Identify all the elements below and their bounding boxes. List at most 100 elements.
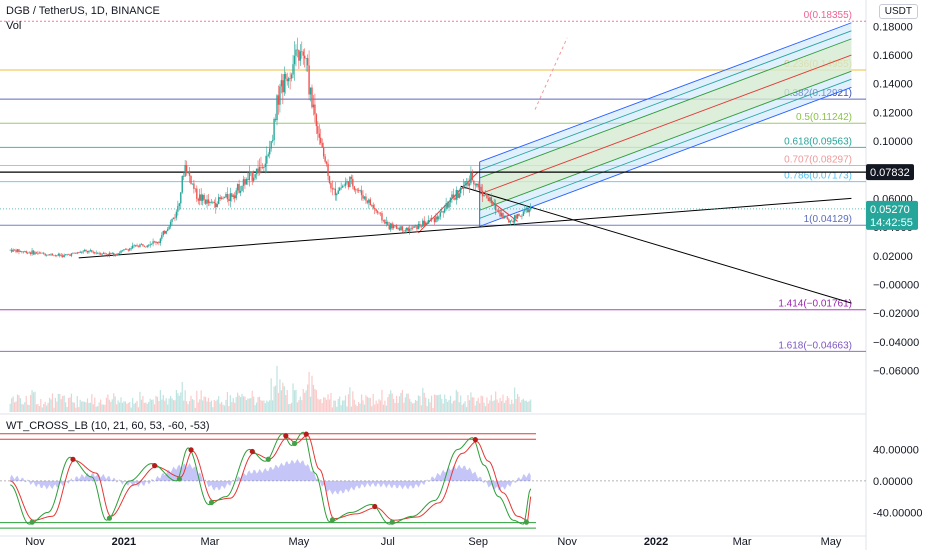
candle-body (406, 227, 408, 231)
volume-bar (384, 400, 386, 412)
volume-bar (428, 398, 430, 412)
candle-body (506, 217, 509, 220)
candle-body (429, 220, 431, 221)
candle-body (306, 58, 309, 66)
candle-body (199, 194, 201, 201)
candle-body (493, 203, 495, 205)
volume-bar (314, 388, 316, 412)
volume-bar (374, 404, 376, 412)
candle-body (298, 49, 300, 61)
candle-body (290, 74, 293, 79)
volume-bar (31, 390, 33, 412)
candle-body (129, 248, 131, 251)
volume-bar (477, 397, 479, 412)
volume-bar (133, 403, 135, 412)
volume-bar (502, 394, 504, 412)
candle-body (381, 213, 383, 221)
candle-body (210, 201, 213, 203)
candle-body (209, 202, 211, 204)
volume-bar (177, 393, 179, 412)
candle-body (139, 244, 141, 247)
candle-body (161, 235, 163, 239)
candle-body (454, 197, 456, 200)
volume-bar (528, 400, 530, 412)
volume-bar (81, 401, 83, 412)
candle-body (448, 202, 450, 208)
volume-bar (334, 400, 336, 412)
volume-bar (429, 402, 431, 412)
candle-body (107, 254, 109, 256)
volume-bar (308, 371, 310, 412)
candle-body (216, 203, 218, 208)
candle-body (60, 255, 62, 257)
volume-bar (463, 403, 465, 412)
volume-bar (372, 394, 374, 412)
volume-bar (273, 386, 275, 412)
candle-body (425, 222, 427, 226)
volume-bar (409, 398, 411, 412)
currency-button[interactable]: USDT (878, 4, 918, 19)
volume-bar (86, 398, 89, 412)
volume-bar (215, 401, 217, 412)
volume-bar (467, 395, 469, 412)
candle-body (66, 254, 68, 255)
candle-body (362, 195, 364, 199)
candle-body (75, 253, 77, 254)
candle-body (489, 197, 491, 201)
volume-bar (362, 400, 364, 412)
candle-body (293, 55, 296, 65)
volume-bar (190, 395, 192, 412)
candle-body (111, 253, 113, 254)
candle-body (48, 254, 51, 256)
bar-countdown: 14:42:55 (870, 217, 913, 229)
candle-body (257, 168, 259, 174)
volume-bar (247, 398, 249, 412)
wt-cross-down-dot (152, 463, 158, 469)
volume-bar (346, 406, 348, 412)
candle-body (229, 193, 232, 201)
candle-body (372, 204, 374, 209)
candle-body (80, 251, 83, 253)
candle-body (162, 231, 164, 236)
candle-body (384, 219, 386, 224)
volume-bar (359, 403, 361, 412)
candle-body (79, 251, 81, 253)
candle-body (325, 161, 328, 164)
candle-body (388, 225, 390, 230)
volume-bar (241, 393, 243, 412)
candle-body (95, 252, 97, 254)
candle-body (156, 242, 159, 244)
volume-bar (234, 402, 236, 412)
candle-body (187, 171, 189, 173)
candle-body (436, 216, 439, 220)
candle-body (392, 225, 395, 229)
trendline (78, 197, 852, 259)
current-price-value: 0.05270 (870, 204, 910, 216)
fib-label: 0.707(0.08297) (784, 154, 852, 165)
fib-label: 0.382(0.12921) (784, 88, 852, 99)
volume-bar (54, 397, 57, 412)
volume-bar (293, 390, 296, 412)
candle-body (476, 183, 478, 186)
candle-body (133, 245, 135, 246)
volume-bar (465, 407, 468, 412)
candle-body (267, 154, 269, 156)
candle-body (204, 199, 207, 204)
volume-bar (323, 397, 325, 412)
candles (9, 37, 532, 258)
volume-bar (267, 401, 269, 412)
volume-bar (254, 405, 256, 412)
volume-bar (514, 387, 516, 412)
candle-body (264, 163, 267, 167)
candle-body (40, 252, 42, 254)
candle-body (212, 201, 214, 203)
volume-bar (139, 391, 141, 412)
volume-bar (151, 399, 153, 412)
volume-bar (266, 400, 268, 412)
volume-bar (24, 402, 26, 412)
volume-bar (143, 402, 145, 412)
volume-bar (193, 400, 195, 412)
volume-bar (63, 395, 65, 412)
volume-bar (168, 398, 170, 412)
